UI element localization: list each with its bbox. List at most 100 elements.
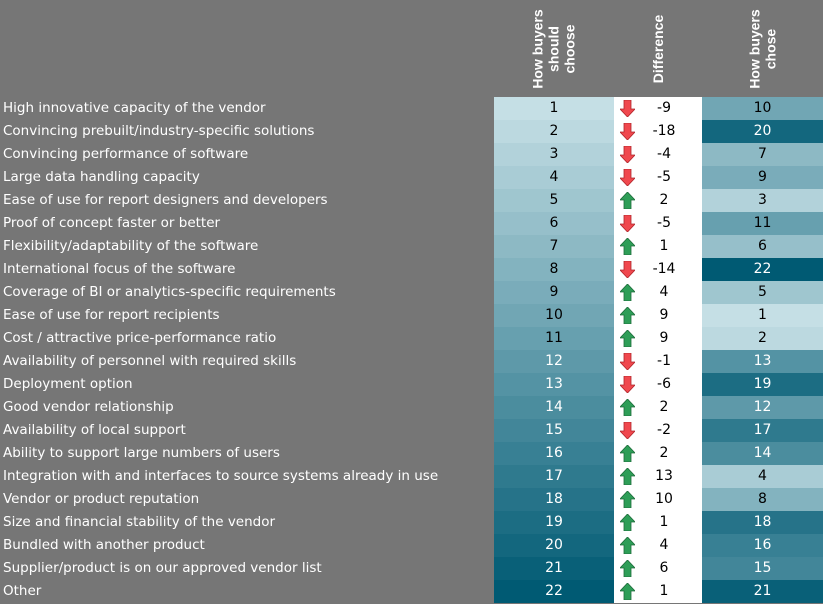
should-rank-cell: 4 [494,166,614,189]
difference-cell: 4 [614,534,702,557]
criterion-label: Convincing prebuilt/industry-specific so… [3,123,315,139]
should-rank-cell: 21 [494,557,614,580]
table-row: Cost / attractive price-performance rati… [0,327,823,350]
difference-value: 9 [659,307,669,323]
difference-value: 2 [659,445,669,461]
difference-value: 9 [659,330,669,346]
chose-rank-cell: 2 [702,327,823,350]
difference-value: -4 [657,146,671,162]
chose-rank-cell: 22 [702,258,823,281]
criterion-label: Supplier/product is on our approved vend… [3,560,322,576]
chose-rank-cell: 1 [702,304,823,327]
criterion-label: Other [3,583,42,599]
header-how-buyers-should-choose: How buyers should choose [494,0,614,97]
difference-cell: 2 [614,189,702,212]
difference-value: -5 [657,169,671,185]
difference-value: 1 [659,238,669,254]
arrow-up-icon [620,330,635,347]
difference-value: -9 [657,100,671,116]
table-row: Convincing performance of software 3 -4 7 [0,143,823,166]
table-row: Deployment option 13 -6 19 [0,373,823,396]
criterion-label: Availability of personnel with required … [3,353,297,369]
criterion-label: Vendor or product reputation [3,491,200,507]
difference-value: 2 [659,192,669,208]
difference-cell: -1 [614,350,702,373]
table-row: Availability of local support 15 -2 17 [0,419,823,442]
table-row: International focus of the software 8 -14 2… [0,258,823,281]
criterion-label: Deployment option [3,376,133,392]
chose-rank-cell: 3 [702,189,823,212]
difference-cell: 2 [614,442,702,465]
criterion-label: Ease of use for report recipients [3,307,220,323]
table-row: Bundled with another product 20 4 16 [0,534,823,557]
should-rank-cell: 5 [494,189,614,212]
table-row: Convincing prebuilt/industry-specific so… [0,120,823,143]
should-rank-cell: 6 [494,212,614,235]
chose-rank-cell: 6 [702,235,823,258]
difference-value: -1 [657,353,671,369]
arrow-down-icon [620,215,635,232]
chose-rank-cell: 21 [702,580,823,603]
should-rank-cell: 10 [494,304,614,327]
criterion-label: Convincing performance of software [3,146,249,162]
criterion-label: Proof of concept faster or better [3,215,221,231]
difference-cell: -5 [614,212,702,235]
difference-cell: -18 [614,120,702,143]
criterion-label: Integration with and interfaces to sourc… [3,468,439,484]
criterion-label: Ease of use for report designers and dev… [3,192,328,208]
arrow-up-icon [620,399,635,416]
difference-cell: 1 [614,580,702,603]
table-row: Size and financial stability of the vend… [0,511,823,534]
difference-cell: 10 [614,488,702,511]
chose-rank-cell: 9 [702,166,823,189]
should-rank-cell: 3 [494,143,614,166]
difference-value: 2 [659,399,669,415]
criterion-label: Cost / attractive price-performance rati… [3,330,277,346]
header-label: Difference [650,14,666,83]
should-rank-cell: 7 [494,235,614,258]
header-how-buyers-chose: How buyers chose [702,0,823,97]
header-label: How buyers chose [746,8,779,89]
should-rank-cell: 18 [494,488,614,511]
difference-value: -14 [652,261,676,277]
chose-rank-cell: 8 [702,488,823,511]
difference-value: -5 [657,215,671,231]
arrow-down-icon [620,123,635,140]
chose-rank-cell: 14 [702,442,823,465]
difference-cell: -9 [614,97,702,120]
criterion-label: Flexibility/adaptability of the software [3,238,259,254]
arrow-down-icon [620,169,635,186]
chose-rank-cell: 18 [702,511,823,534]
chose-rank-cell: 20 [702,120,823,143]
should-rank-cell: 19 [494,511,614,534]
criterion-label: International focus of the software [3,261,236,277]
arrow-up-icon [620,491,635,508]
should-rank-cell: 13 [494,373,614,396]
arrow-up-icon [620,284,635,301]
difference-value: -18 [652,123,676,139]
arrow-up-icon [620,514,635,531]
should-rank-cell: 14 [494,396,614,419]
chose-rank-cell: 16 [702,534,823,557]
difference-cell: -5 [614,166,702,189]
should-rank-cell: 17 [494,465,614,488]
arrow-down-icon [620,353,635,370]
arrow-down-icon [620,261,635,278]
chose-rank-cell: 11 [702,212,823,235]
difference-value: 4 [659,284,669,300]
table-row: Flexibility/adaptability of the software… [0,235,823,258]
arrow-up-icon [620,468,635,485]
table-row: Coverage of BI or analytics-specific req… [0,281,823,304]
table-row: Ease of use for report designers and dev… [0,189,823,212]
arrow-down-icon [620,376,635,393]
chose-rank-cell: 13 [702,350,823,373]
difference-cell: -6 [614,373,702,396]
table-row: Large data handling capacity 4 -5 9 [0,166,823,189]
difference-cell: 6 [614,557,702,580]
should-rank-cell: 15 [494,419,614,442]
difference-value: 10 [655,491,673,507]
arrow-up-icon [620,583,635,600]
table-row: Supplier/product is on our approved vend… [0,557,823,580]
table-row: Proof of concept faster or better 6 -5 11 [0,212,823,235]
criterion-label: Large data handling capacity [3,169,200,185]
